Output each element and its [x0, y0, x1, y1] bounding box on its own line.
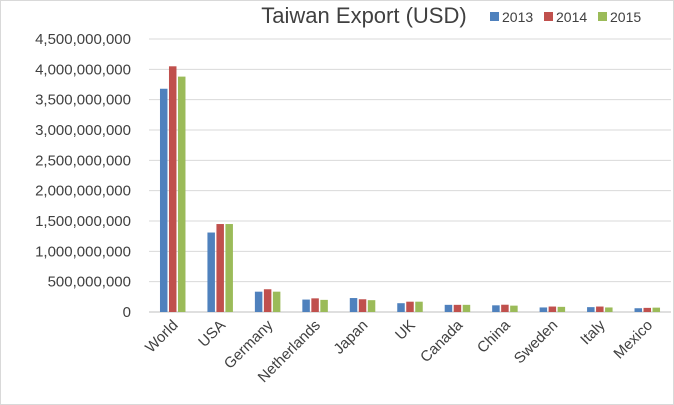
y-tick-label: 500,000,000	[48, 274, 131, 291]
bar-japan-2013	[349, 298, 358, 312]
bar-sweden-2013	[539, 307, 548, 312]
bar-uk-2014	[406, 301, 414, 312]
chart-title: Taiwan Export (USD)	[261, 3, 466, 28]
bar-usa-2014	[216, 224, 224, 312]
bar-japan-2015	[367, 300, 376, 312]
bar-mexico-2013	[634, 308, 643, 312]
bar-japan-2014	[358, 299, 367, 312]
bar-uk-2015	[415, 301, 423, 312]
bar-netherlands-2013	[302, 299, 310, 312]
legend-swatch	[490, 12, 499, 21]
y-tick-label: 1,500,000,000	[35, 213, 131, 230]
bar-netherlands-2015	[320, 299, 328, 312]
y-tick-label: 4,000,000,000	[35, 61, 131, 78]
bar-mexico-2015	[652, 307, 661, 312]
legend: 2013 2014 2015	[490, 9, 641, 25]
legend-label: 2015	[610, 9, 641, 25]
legend-swatch	[598, 12, 607, 21]
bar-usa-2015	[225, 224, 233, 312]
bar-canada-2014	[453, 304, 462, 312]
bar-netherlands-2014	[311, 298, 319, 312]
y-tick-label: 3,000,000,000	[35, 122, 131, 139]
bar-world-2015	[177, 76, 186, 312]
bar-germany-2013	[254, 291, 263, 312]
bar-canada-2015	[462, 304, 471, 312]
bar-mexico-2014	[643, 307, 652, 312]
bar-italy-2015	[605, 307, 613, 312]
y-tick-label: 0	[123, 304, 131, 321]
y-tick-label: 1,000,000,000	[35, 243, 131, 260]
x-category-label: UK	[392, 317, 419, 344]
x-category-label: Japan	[330, 317, 371, 358]
bar-china-2015	[510, 305, 518, 312]
gridlines	[149, 38, 671, 313]
y-axis-tick-labels: 0 500,000,000 1,000,000,000 1,500,000,000 2,…	[35, 31, 131, 321]
legend-label: 2013	[502, 9, 533, 25]
x-category-label: Italy	[577, 316, 609, 348]
bar-germany-2015	[272, 291, 281, 312]
legend-label: 2014	[556, 9, 587, 25]
bar-sweden-2014	[548, 306, 557, 312]
x-category-label: Sweden	[511, 317, 561, 367]
bar-usa-2013	[207, 232, 215, 312]
x-category-label: Canada	[417, 316, 467, 366]
bar-china-2014	[501, 304, 509, 312]
y-tick-label: 4,500,000,000	[35, 31, 131, 48]
y-tick-label: 2,000,000,000	[35, 183, 131, 200]
bar-sweden-2015	[557, 306, 566, 312]
bar-canada-2013	[444, 304, 453, 312]
bar-world-2014	[168, 66, 177, 312]
bar-uk-2013	[397, 303, 405, 312]
x-category-label: World	[142, 317, 182, 357]
x-category-label: Mexico	[610, 317, 656, 363]
x-category-label: USA	[195, 317, 229, 351]
bar-italy-2013	[587, 307, 595, 312]
bars	[159, 66, 661, 312]
y-tick-label: 2,500,000,000	[35, 152, 131, 169]
y-tick-label: 3,500,000,000	[35, 92, 131, 109]
bar-italy-2014	[596, 306, 604, 312]
bar-world-2013	[159, 88, 168, 312]
legend-swatch	[544, 12, 553, 21]
bar-china-2013	[492, 305, 500, 312]
bar-germany-2014	[263, 289, 272, 312]
x-category-label: China	[474, 316, 514, 356]
